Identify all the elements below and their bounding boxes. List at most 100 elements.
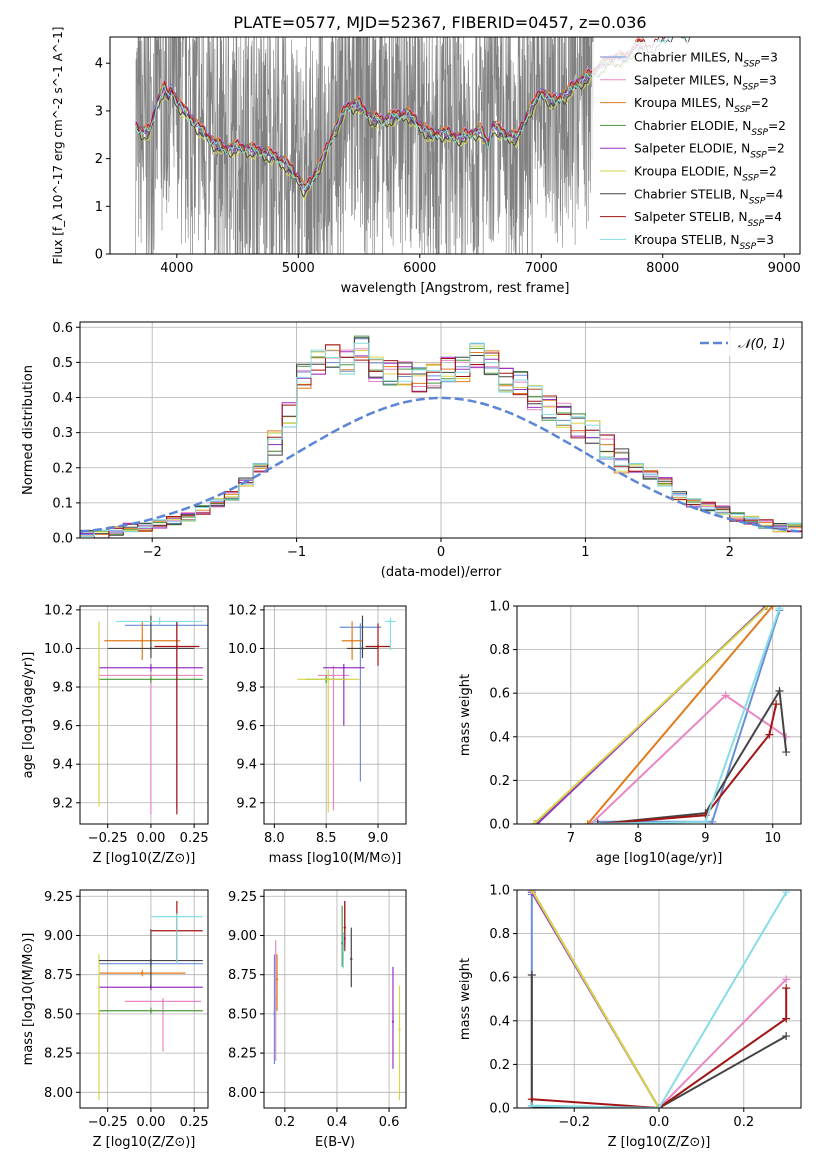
y-tick-label: 10.0 — [44, 642, 73, 657]
y-tick-label: 8.00 — [44, 1086, 73, 1101]
data-point — [361, 647, 364, 650]
data-point — [350, 957, 353, 961]
y-tick-label: 8.25 — [228, 1047, 257, 1062]
axes-frame — [79, 605, 209, 825]
y-tick-label: 9.00 — [44, 929, 73, 944]
x-tick-label: 8.5 — [316, 831, 337, 846]
data-point — [149, 1009, 153, 1012]
spectrum-legend: Chabrier MILES, NSSP=3 Salpeter MILES, NS… — [592, 42, 797, 252]
weight-marker — [527, 890, 536, 894]
mass-weight-vs-z-panel: −0.2 0.0 0.2 0.0 0.2 0.4 0.6 0.8 1.0 Z [log10(Z/Z… — [458, 884, 802, 1150]
legend-label: Chabrier STELIB, NSSP=4 — [634, 187, 783, 206]
mass-vs-ebv-plot-area — [273, 900, 401, 1101]
y-axis-label: mass [log10(M/M⊙)] — [21, 933, 36, 1066]
data-point — [274, 997, 277, 1000]
weight-marker — [721, 691, 730, 700]
y-tick-label: 9.25 — [44, 890, 73, 905]
mass-weight-vs-age-panel: 7 8 9 10 0.0 0.2 0.4 0.6 0.8 1.0 age [log10(age/yr… — [458, 600, 802, 866]
axes-frame — [109, 36, 801, 255]
model-line-7 — [135, 37, 691, 198]
y-axis-label: age [log10(age/yr)] — [21, 652, 36, 779]
data-point — [391, 1020, 395, 1023]
legend-label: Kroupa ELODIE, NSSP=2 — [634, 165, 777, 184]
legend-label: Chabrier MILES, NSSP=3 — [634, 51, 778, 70]
x-tick-label: 0.25 — [180, 1115, 209, 1130]
residual-plot-area — [80, 335, 802, 538]
y-tick-label: 3 — [95, 104, 103, 119]
x-axis-label: E(B-V) — [315, 1135, 355, 1150]
data-point — [275, 978, 279, 981]
y-tick-label: 8.25 — [44, 1047, 73, 1062]
weight-line-9 — [531, 891, 788, 1108]
weight-marker — [527, 1101, 536, 1108]
x-tick-label: −2 — [143, 545, 162, 560]
y-tick-label: 8.75 — [44, 968, 73, 983]
data-point — [376, 645, 380, 648]
data-point — [141, 971, 144, 975]
weight-marker — [593, 820, 602, 824]
weight-line-9 — [594, 607, 781, 824]
weight-line-2 — [590, 694, 787, 824]
y-axis-label: Flux [f_λ 10^-17 erg cm^-2 s^-1 A^-1] — [51, 27, 65, 265]
mass-weight-vs-age-plot-area — [529, 606, 791, 824]
data-point — [389, 620, 392, 623]
x-tick-label: 0.25 — [180, 831, 209, 846]
x-tick-label: 0.6 — [379, 1115, 400, 1130]
axes-frame — [79, 889, 209, 1109]
histogram-series-8 — [80, 344, 802, 538]
y-axis-label: mass weight — [458, 674, 473, 756]
y-tick-label: 0.4 — [52, 391, 73, 406]
y-tick-label: 8.50 — [44, 1007, 73, 1022]
y-tick-label: 1.0 — [489, 884, 510, 899]
x-tick-label: −0.2 — [558, 1115, 590, 1130]
x-tick-label: 8000 — [646, 261, 679, 276]
weight-marker — [768, 606, 777, 610]
weight-marker — [782, 748, 791, 757]
axes-frame — [263, 605, 407, 825]
legend-label: Salpeter STELIB, NSSP=4 — [634, 210, 782, 229]
weight-marker — [782, 890, 791, 897]
data-point — [158, 620, 161, 623]
x-tick-label: 2 — [726, 545, 734, 560]
y-tick-label: 0.4 — [489, 730, 510, 745]
data-point — [273, 1012, 276, 1016]
legend-label: Kroupa MILES, NSSP=2 — [634, 96, 769, 115]
y-tick-label: 0.6 — [489, 971, 510, 986]
legend-label: Salpeter MILES, NSSP=3 — [634, 73, 777, 92]
x-axis-label: mass [log10(M/M⊙)] — [269, 851, 402, 866]
axes-frame — [263, 889, 407, 1109]
x-tick-label: −1 — [287, 545, 306, 560]
weight-line-6 — [530, 890, 660, 1108]
y-tick-label: 0.2 — [489, 774, 510, 789]
mass-vs-z-plot-area — [97, 900, 203, 1101]
y-tick-label: 0 — [95, 248, 103, 263]
axes-frame — [516, 605, 802, 825]
x-tick-label: 8.0 — [264, 831, 285, 846]
data-point — [97, 678, 101, 681]
y-tick-label: 0.3 — [52, 426, 73, 441]
weight-marker — [765, 730, 774, 739]
x-tick-label: −0.25 — [88, 831, 128, 846]
weight-marker — [782, 1032, 791, 1041]
legend-label: Kroupa STELIB, NSSP=3 — [634, 233, 774, 252]
y-tick-label: 9.8 — [52, 681, 73, 696]
x-axis-label: Z [log10(Z/Z⊙)] — [93, 851, 196, 866]
y-tick-label: 0.6 — [489, 687, 510, 702]
y-tick-label: 8.50 — [228, 1007, 257, 1022]
weight-marker — [701, 817, 710, 824]
mass-weight-vs-z-plot-area — [527, 890, 791, 1108]
weight-line-7 — [597, 687, 788, 824]
y-tick-label: 0.5 — [52, 356, 73, 371]
model-line-6 — [135, 48, 645, 201]
age-vs-z-panel: −0.25 0.00 0.25 9.2 9.4 9.6 9.8 10.0 10.2 Z [log1… — [21, 603, 209, 866]
x-axis-label: (data-model)/error — [381, 565, 502, 580]
data-point — [149, 647, 153, 650]
weight-marker — [708, 817, 717, 824]
spectrum-panel: 4000 5000 6000 7000 8000 9000 0 1 2 3 4 wavelength … — [51, 27, 801, 296]
y-tick-label: 0.4 — [489, 1014, 510, 1029]
weight-marker — [772, 700, 781, 709]
x-axis-label: Z [log10(Z/Z⊙)] — [608, 1135, 711, 1150]
data-point — [327, 678, 330, 681]
x-tick-label: 9000 — [768, 261, 801, 276]
legend-label: Salpeter ELODIE, NSSP=2 — [634, 142, 785, 161]
